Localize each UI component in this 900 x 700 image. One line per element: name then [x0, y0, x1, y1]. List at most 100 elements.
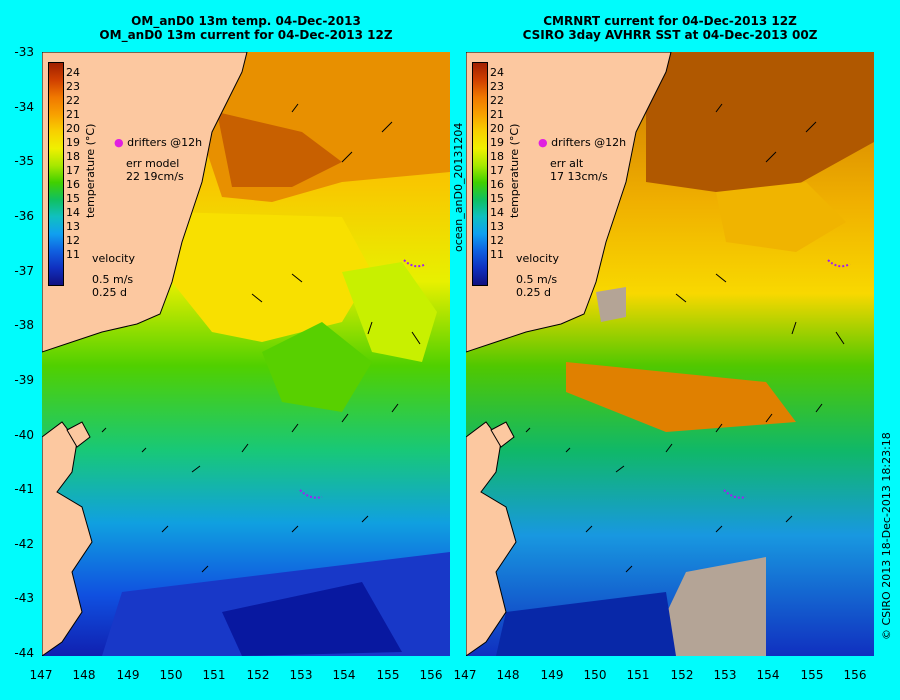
- lon-tick: 152: [246, 668, 270, 682]
- right-velocity-scale: 0.5 m/s: [516, 273, 558, 286]
- mainland: [466, 52, 672, 353]
- lon-tick: 156: [843, 668, 867, 682]
- right-err-label: err alt: [550, 157, 584, 170]
- cb-tick: 21: [490, 108, 504, 121]
- cold-core: [222, 582, 402, 656]
- lat-tick: -37: [14, 264, 34, 278]
- cb-tick: 19: [66, 136, 80, 149]
- cb-tick: 15: [490, 192, 504, 205]
- cb-tick: 24: [66, 66, 80, 79]
- left-colorbar: [48, 62, 64, 286]
- island: [66, 421, 91, 448]
- cb-tick: 11: [490, 248, 504, 261]
- cb-tick: 14: [66, 206, 80, 219]
- left-drifters-legend: ● drifters @12h: [114, 136, 202, 149]
- left-velocity-label: velocity: [92, 252, 135, 265]
- lon-tick: 149: [540, 668, 564, 682]
- lat-tick: -34: [14, 100, 34, 114]
- warm-core: [217, 112, 342, 187]
- cb-tick: 15: [66, 192, 80, 205]
- drifter-track: [299, 489, 323, 499]
- right-velocity-label: velocity: [516, 252, 559, 265]
- lat-tick: -42: [14, 537, 34, 551]
- lon-tick: 151: [202, 668, 226, 682]
- mainland: [42, 52, 248, 353]
- right-drifters-label: drifters @12h: [551, 136, 627, 149]
- lon-tick: 148: [496, 668, 520, 682]
- lat-tick: -44: [14, 646, 34, 660]
- lon-tick: 149: [116, 668, 140, 682]
- cb-tick: 17: [490, 164, 504, 177]
- right-velocity-legend: velocity 0.5 m/s 0.25 d: [516, 252, 559, 299]
- drifter-marker-icon: ●: [538, 136, 548, 149]
- drifter-track: [403, 259, 427, 268]
- yellow-tongue: [172, 212, 372, 342]
- left-title-line1: OM_anD0 13m temp. 04-Dec-2013: [131, 14, 361, 28]
- cb-tick: 20: [490, 122, 504, 135]
- cloud-mask: [646, 557, 766, 656]
- lon-tick: 151: [626, 668, 650, 682]
- lon-tick: 147: [29, 668, 53, 682]
- lat-tick: -33: [14, 45, 34, 59]
- left-colorbar-unit: temperature (°C): [84, 123, 97, 218]
- warm-eddy: [716, 182, 846, 252]
- right-err-legend: err alt 17 13cm/s: [550, 157, 608, 183]
- right-colorbar-unit: temperature (°C): [508, 123, 521, 218]
- right-map-panel: [466, 52, 874, 656]
- green-eddy: [262, 322, 372, 412]
- lat-tick: -35: [14, 154, 34, 168]
- drifter-marker-icon: ●: [114, 136, 124, 149]
- right-colorbar: [472, 62, 488, 286]
- yellow-eddy: [342, 262, 437, 362]
- middle-run-label: ocean_anD0_20131204: [452, 122, 465, 252]
- cb-tick: 23: [490, 80, 504, 93]
- right-drifters-legend: ● drifters @12h: [538, 136, 626, 149]
- lon-tick: 154: [332, 668, 356, 682]
- left-title-line2: OM_anD0 13m current for 04-Dec-2013 12Z: [99, 28, 393, 42]
- left-map-panel: [42, 52, 450, 656]
- right-title-line2: CSIRO 3day AVHRR SST at 04-Dec-2013 00Z: [522, 28, 818, 42]
- lat-tick: -40: [14, 428, 34, 442]
- cb-tick: 23: [66, 80, 80, 93]
- left-velocity-legend: velocity 0.5 m/s 0.25 d: [92, 252, 135, 299]
- left-err-label: err model: [126, 157, 180, 170]
- cold-water: [496, 592, 676, 656]
- right-err-value: 17 13cm/s: [550, 170, 608, 183]
- velocity-arrows: [101, 103, 421, 573]
- left-velocity-scale: 0.5 m/s: [92, 273, 134, 286]
- drifter-track: [827, 259, 851, 268]
- lon-tick: 153: [289, 668, 313, 682]
- lat-tick: -43: [14, 591, 34, 605]
- warm-water: [646, 52, 874, 202]
- lat-tick: -41: [14, 482, 34, 496]
- cb-tick: 21: [66, 108, 80, 121]
- lon-tick: 147: [453, 668, 477, 682]
- lon-tick: 150: [583, 668, 607, 682]
- cb-tick: 22: [66, 94, 80, 107]
- left-map-svg: [42, 52, 450, 656]
- lat-tick: -39: [14, 373, 34, 387]
- cb-tick: 16: [490, 178, 504, 191]
- left-velocity-time: 0.25 d: [92, 286, 127, 299]
- cb-tick: 18: [490, 150, 504, 163]
- cb-tick: 17: [66, 164, 80, 177]
- cb-tick: 11: [66, 248, 80, 261]
- cb-tick: 13: [490, 220, 504, 233]
- cb-tick: 22: [490, 94, 504, 107]
- cb-tick: 16: [66, 178, 80, 191]
- island: [490, 421, 515, 448]
- warm-filament: [566, 362, 796, 432]
- cb-tick: 18: [66, 150, 80, 163]
- cb-tick: 24: [490, 66, 504, 79]
- left-err-legend: err model 22 19cm/s: [126, 157, 184, 183]
- cb-tick: 19: [490, 136, 504, 149]
- lon-tick: 155: [376, 668, 400, 682]
- left-colorbar-labels: 24 23 22 21 20 19 18 17 16 15 14 13 12 1…: [66, 66, 80, 262]
- right-map-svg: [466, 52, 874, 656]
- lon-tick: 153: [713, 668, 737, 682]
- left-drifters-label: drifters @12h: [127, 136, 203, 149]
- cloud-mask: [596, 287, 626, 322]
- lon-tick: 150: [159, 668, 183, 682]
- right-velocity-time: 0.25 d: [516, 286, 551, 299]
- lat-tick: -38: [14, 318, 34, 332]
